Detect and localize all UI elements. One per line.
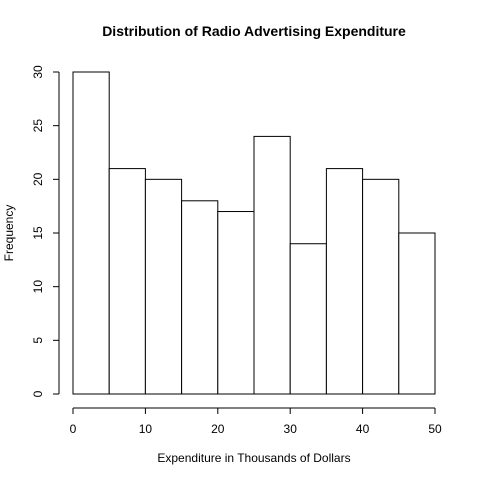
y-tick-label: 20 (31, 172, 45, 186)
x-axis-label: Expenditure in Thousands of Dollars (157, 451, 350, 465)
bars-group (72, 71, 436, 395)
y-axis-label: Frequency (2, 205, 16, 262)
x-axis: 0 10 20 30 40 50 (70, 407, 442, 436)
x-tick-label: 30 (284, 422, 298, 436)
histogram-bar (362, 178, 400, 395)
histogram-bar (217, 211, 255, 395)
histogram-bar (253, 135, 291, 395)
y-tick-label: 0 (31, 390, 45, 397)
y-axis: 0 5 10 15 20 25 30 (31, 65, 60, 397)
y-tick-label: 25 (31, 119, 45, 133)
y-tick-label: 10 (31, 280, 45, 294)
histogram-bar (72, 71, 110, 395)
histogram-bar (181, 200, 219, 395)
y-tick-label: 5 (31, 337, 45, 344)
x-tick-label: 10 (139, 422, 153, 436)
x-tick-label: 40 (356, 422, 370, 436)
histogram-bar (108, 168, 146, 395)
y-tick-label: 15 (31, 226, 45, 240)
x-tick-label: 20 (211, 422, 225, 436)
histogram-bar (289, 243, 327, 395)
histogram-bar (325, 168, 364, 395)
x-tick-label: 0 (70, 422, 77, 436)
chart-title: Distribution of Radio Advertising Expend… (102, 23, 406, 39)
x-tick-label: 50 (428, 422, 442, 436)
y-tick-label: 30 (31, 65, 45, 79)
histogram-bar (144, 178, 183, 395)
histogram-bar (398, 232, 436, 395)
